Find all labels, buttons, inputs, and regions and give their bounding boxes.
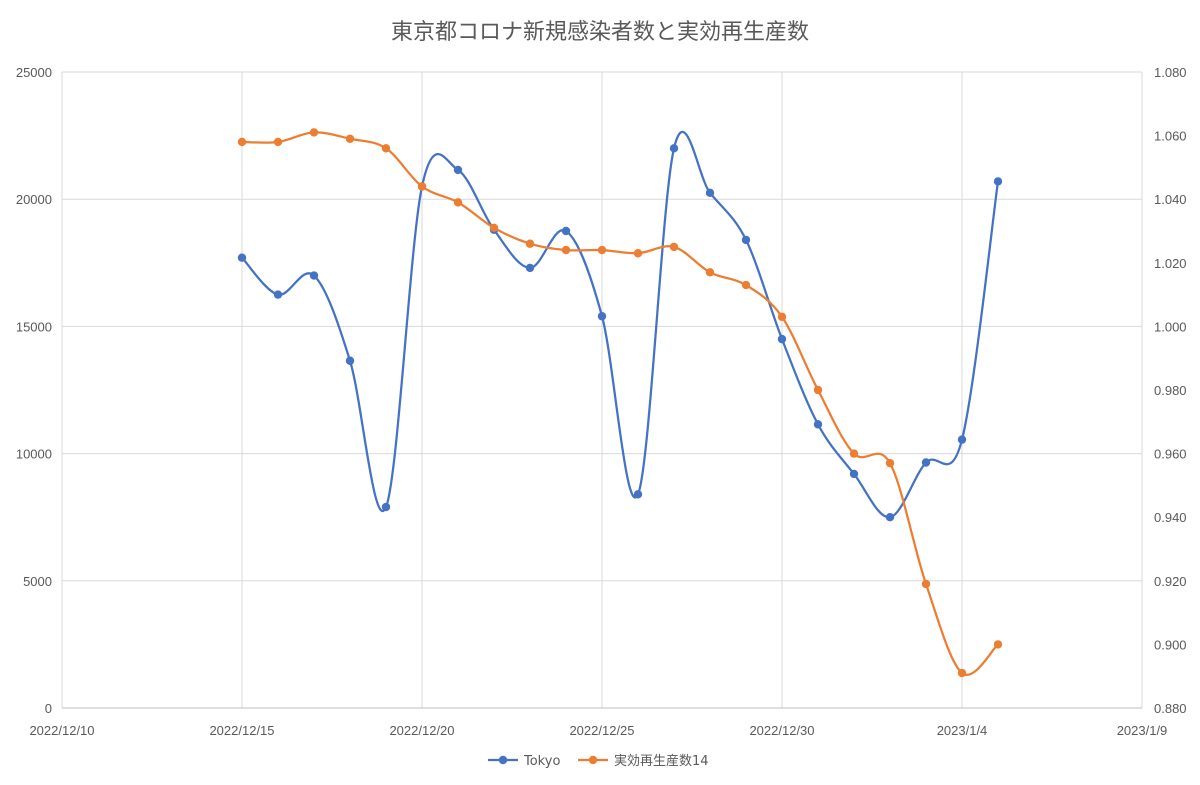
data-point: [957, 435, 967, 444]
data-point: [597, 245, 607, 255]
data-point: [705, 188, 715, 198]
series-rt14: [237, 128, 1003, 678]
data-point: [489, 223, 499, 233]
data-point: [309, 271, 319, 280]
x-tick-label: 2022/12/15: [209, 723, 274, 738]
data-point: [453, 165, 463, 175]
data-point: [993, 177, 1003, 186]
data-point: [273, 137, 283, 147]
data-point: [381, 144, 391, 153]
y-right-tick-label: 1.060: [1154, 129, 1187, 144]
y-left-tick-label: 5000: [23, 574, 52, 589]
chart-title: 東京都コロナ新規感染者数と実効再生産数: [390, 20, 809, 45]
y-right-tick-label: 1.080: [1154, 65, 1187, 80]
legend-swatch-marker: [588, 755, 598, 765]
data-point: [885, 458, 895, 468]
legend-label: Tokyo: [523, 754, 560, 769]
data-point: [417, 182, 427, 191]
grid-layer: [61, 71, 1143, 709]
legend: Tokyo 実効再生産数14: [488, 753, 709, 769]
y-left-tick-label: 0: [45, 701, 52, 716]
y-right-tick-label: 1.020: [1154, 256, 1187, 271]
data-point: [345, 356, 355, 365]
data-point: [561, 245, 571, 255]
data-point: [309, 128, 319, 137]
data-point: [273, 290, 283, 299]
y-right-tick-label: 1.000: [1154, 319, 1187, 334]
x-tick-label: 2022/12/10: [29, 723, 94, 738]
data-point: [669, 144, 679, 153]
series-line: [241, 131, 999, 676]
x-tick-label: 2022/12/20: [389, 723, 454, 738]
data-point: [921, 458, 931, 467]
data-point: [237, 137, 247, 147]
data-point: [381, 502, 391, 512]
y-right-tick-label: 0.960: [1154, 447, 1187, 462]
data-point: [741, 280, 751, 290]
data-point: [921, 579, 931, 589]
y-left-tick-label: 25000: [16, 65, 52, 80]
y-right-tick-label: 0.980: [1154, 383, 1187, 398]
legend-swatch-marker: [498, 755, 508, 765]
data-point: [561, 226, 571, 236]
data-point: [777, 312, 787, 322]
y-right-tick-label: 0.880: [1154, 701, 1187, 716]
data-point: [345, 134, 355, 143]
data-point: [705, 268, 715, 277]
x-tick-label: 2023/1/4: [937, 723, 988, 738]
series-layer: [237, 128, 1003, 678]
data-point: [849, 449, 859, 458]
data-point: [237, 253, 247, 262]
data-point: [885, 513, 895, 522]
data-point: [633, 249, 643, 258]
y-left-tick-label: 15000: [16, 319, 52, 334]
data-point: [777, 334, 787, 344]
y-left-tick-label: 10000: [16, 447, 52, 462]
data-point: [453, 198, 463, 207]
data-point: [813, 385, 823, 395]
data-point: [633, 490, 643, 499]
legend-item: Tokyo: [488, 754, 560, 769]
data-point: [957, 668, 967, 678]
data-point: [813, 420, 823, 429]
x-tick-label: 2023/1/9: [1117, 723, 1168, 738]
data-point: [525, 239, 535, 248]
axis-layer: 0 5000 10000 15000 20000 25000 0.880 0.900 0.920…: [16, 65, 1187, 738]
x-tick-label: 2022/12/25: [569, 723, 634, 738]
data-point: [849, 469, 859, 479]
data-point: [597, 312, 607, 321]
data-point: [525, 263, 535, 273]
data-point: [669, 242, 679, 252]
y-right-tick-label: 0.940: [1154, 510, 1187, 525]
series-line: [241, 130, 1000, 519]
y-left-tick-label: 20000: [16, 192, 52, 207]
data-point: [993, 640, 1003, 649]
series-tokyo: [237, 130, 1003, 522]
legend-label: 実効再生産数14: [614, 753, 709, 769]
data-point: [741, 235, 751, 245]
y-right-tick-label: 1.040: [1154, 192, 1187, 207]
legend-item: 実効再生産数14: [578, 753, 709, 769]
x-tick-label: 2022/12/30: [749, 723, 814, 738]
y-right-tick-label: 0.920: [1154, 574, 1187, 589]
y-right-tick-label: 0.900: [1154, 637, 1187, 652]
